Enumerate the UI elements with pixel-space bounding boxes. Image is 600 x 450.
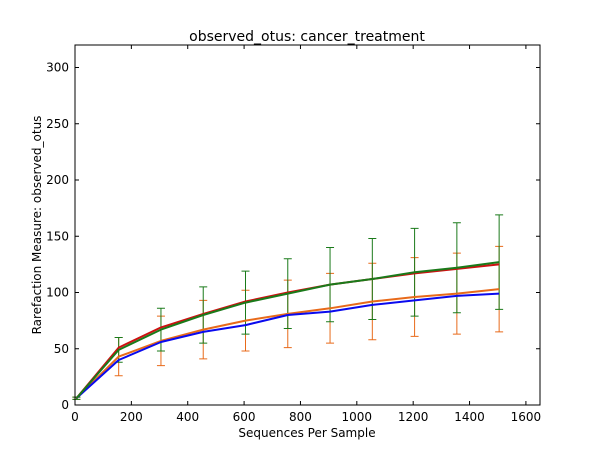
y-tick-label: 100 (46, 286, 69, 300)
x-tick-label: 400 (176, 410, 199, 424)
series-line-2 (75, 292, 500, 400)
x-tick-label: 1000 (342, 410, 373, 424)
y-tick-label: 300 (46, 61, 69, 75)
x-tick-label: 200 (120, 410, 143, 424)
x-tick-label: 0 (71, 410, 79, 424)
plot-frame (74, 44, 541, 406)
x-tick-label: 600 (233, 410, 256, 424)
x-tick-label: 1400 (454, 410, 485, 424)
y-tick-label: 250 (46, 117, 69, 131)
series-line-1 (75, 263, 500, 399)
y-tick-label: 200 (46, 173, 69, 187)
series-line-0 (75, 288, 500, 400)
chart-title: observed_otus: cancer_treatment (189, 29, 425, 45)
x-tick-label: 1200 (398, 410, 429, 424)
axes: 0 200 400 600 800 1000 1200 1400 1600 0 50 100 150 20… (46, 44, 542, 424)
x-tick-label: 800 (289, 410, 312, 424)
x-axis-label: Sequences Per Sample (238, 426, 375, 440)
y-tick-label: 50 (54, 342, 69, 356)
series-line-3 (75, 261, 500, 399)
x-tick-label: 1600 (511, 410, 542, 424)
y-tick-label: 150 (46, 229, 69, 243)
y-tick-label: 0 (61, 398, 69, 412)
y-axis-label: Rarefaction Measure: observed_otus (30, 116, 44, 335)
plot-area (72, 214, 504, 400)
